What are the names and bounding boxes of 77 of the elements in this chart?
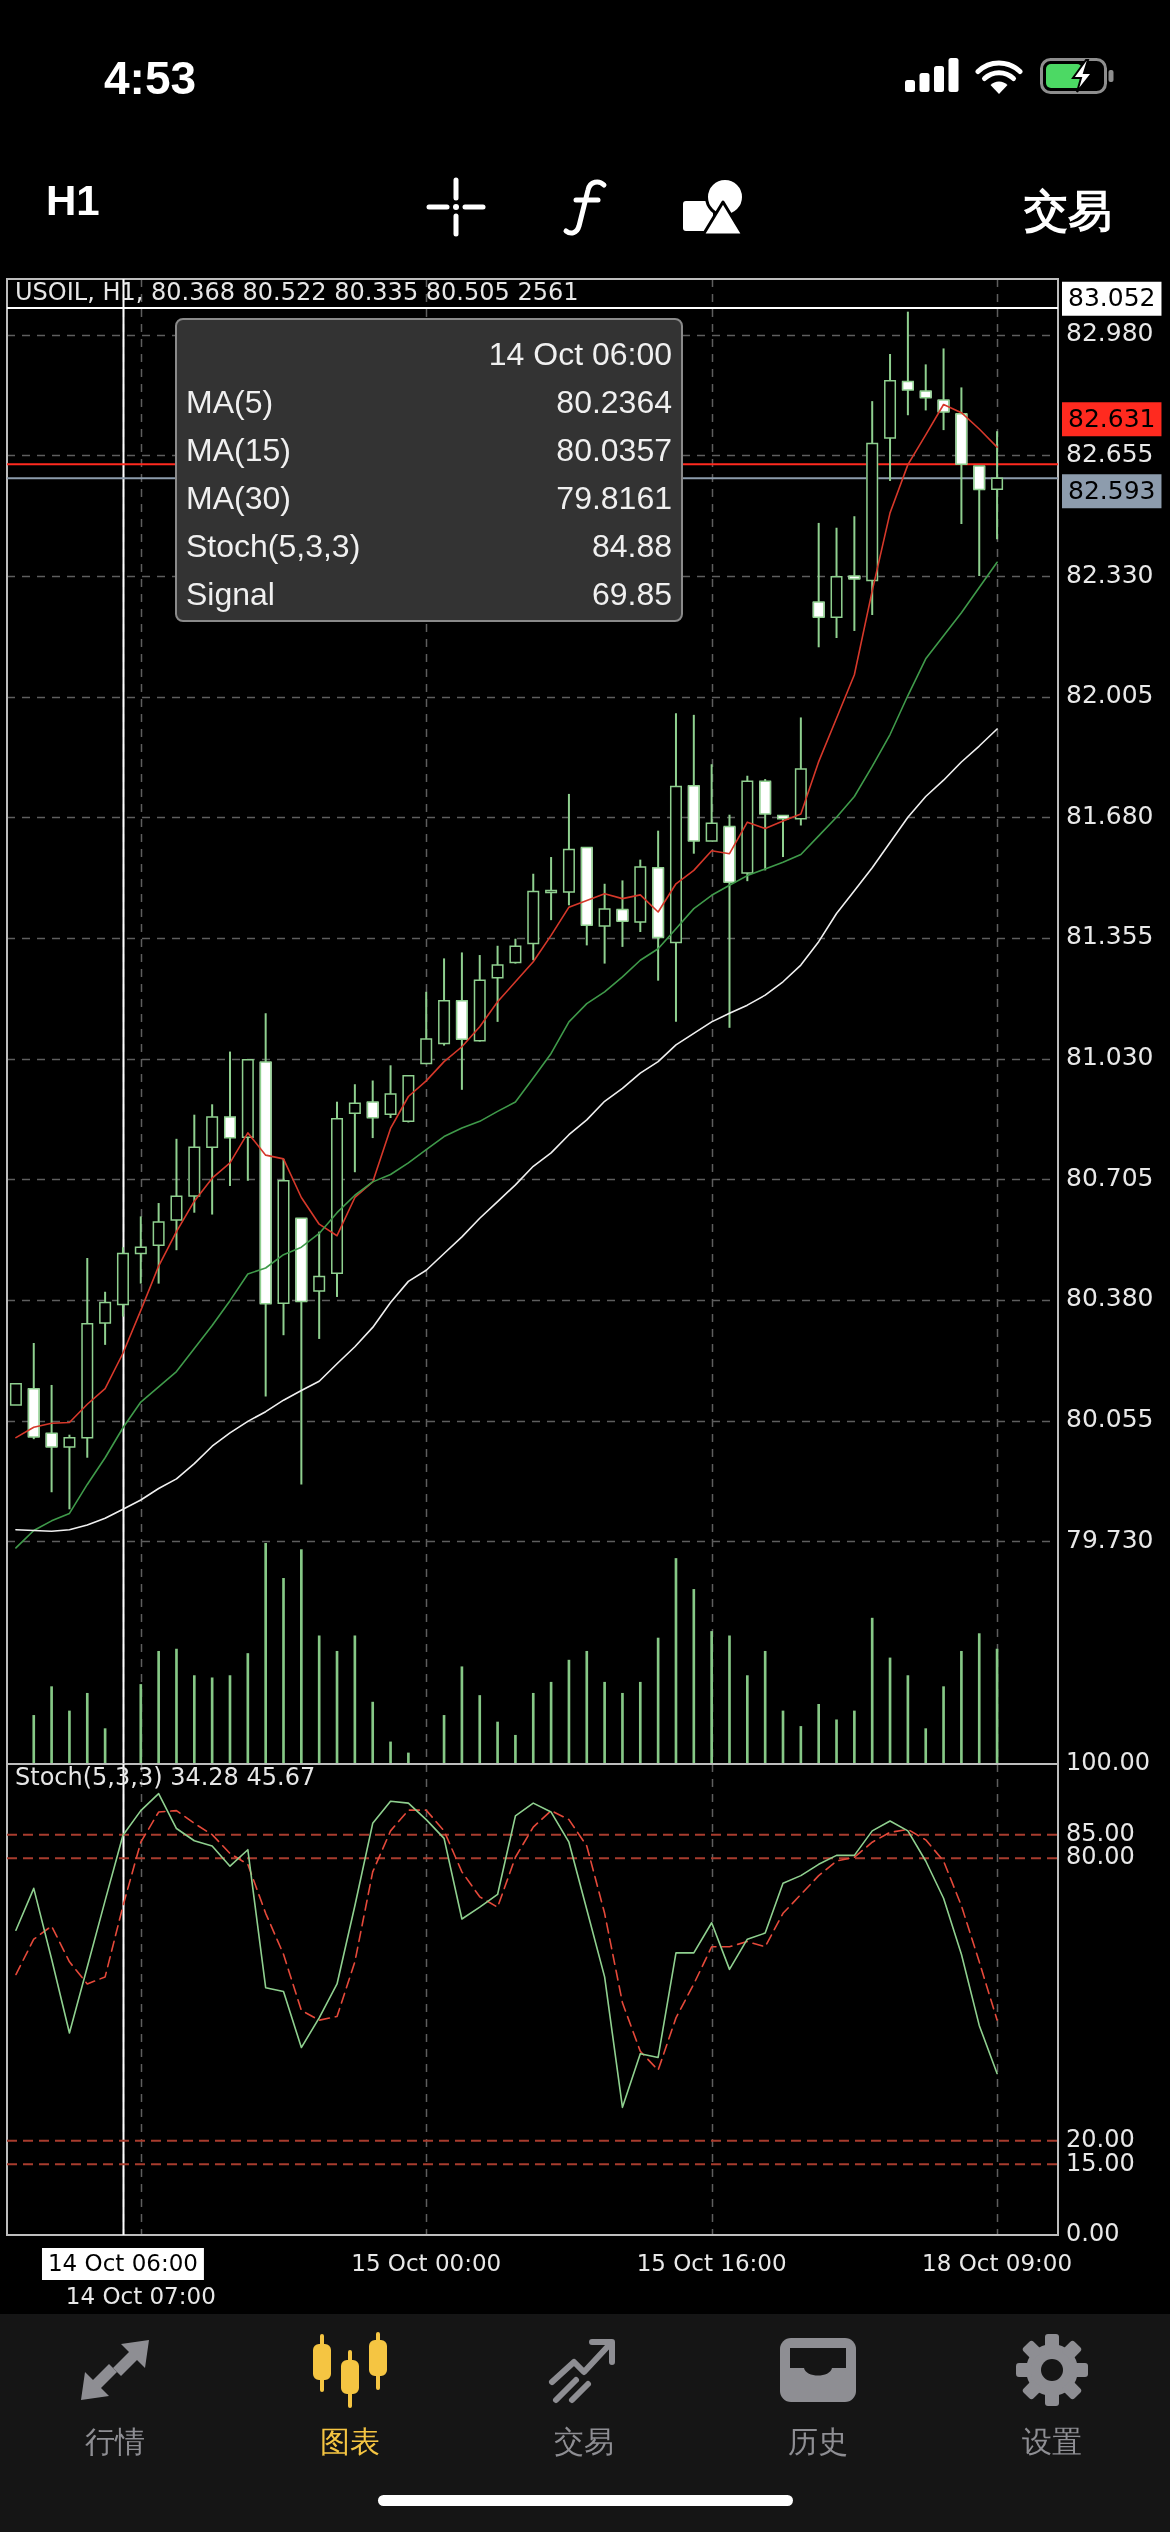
annotation: 14 Oct 06:00 [488,336,672,373]
bar [817,1704,821,1764]
bar [85,1692,89,1764]
bar [942,1686,945,1764]
bar [300,1549,303,1764]
bar [531,1692,535,1764]
bar [282,1578,285,1764]
bar [603,1681,606,1764]
x-tick-label: 14 Oct 06:00 [47,2249,198,2276]
bar [710,1631,713,1764]
line-series [15,1809,998,2071]
bar [389,1741,392,1764]
bar [870,1617,874,1764]
bar [478,1695,482,1764]
bar [264,1543,267,1764]
y-tick-label: 81.030 [1066,1042,1154,1072]
annotation: 84.88 [591,528,672,565]
bar [68,1710,71,1764]
y-tick-label: 82.005 [1066,680,1154,710]
bar [175,1648,178,1764]
bar [621,1692,624,1764]
text: 交易 [1024,184,1112,238]
bar [692,1589,696,1764]
annotation: MA(30) [186,480,291,517]
bar [853,1710,856,1764]
text: 设置 [1022,2423,1082,2461]
bar [763,1650,767,1764]
bar [407,1752,410,1764]
bar [514,1734,517,1764]
annotation: 80.2364 [556,384,672,421]
annotation: MA(15) [186,432,291,469]
y-tick-label: 80.380 [1066,1283,1154,1313]
bar [835,1719,838,1764]
ref-line-label: 82.593 [1068,475,1156,505]
ref-line-label: 82.631 [1068,403,1156,433]
annotation: 80.0357 [556,432,672,469]
y-tick-label: 100.00 [1066,1748,1150,1777]
bar [192,1675,196,1764]
y-tick-label: 80.055 [1066,1404,1154,1434]
annotation: Stoch(5,3,3) [186,528,361,565]
annotation: MA(5) [186,384,274,421]
y-tick-label: 80.705 [1066,1162,1154,1192]
ref-line-label: 83.052 [1068,283,1156,313]
text: 历史 [788,2423,848,2461]
x-tick-label: 14 Oct 07:00 [65,2282,216,2309]
text: 交易 [554,2423,614,2461]
y-tick-label: 81.680 [1066,800,1154,830]
bar [638,1681,642,1764]
bar [371,1701,375,1764]
y-tick-label: 79.730 [1066,1524,1154,1554]
bar [746,1675,749,1764]
text: 行情 [85,2423,145,2461]
annotation: Signal [186,576,275,613]
x-tick-label: 15 Oct 16:00 [636,2249,787,2276]
text: H1 [46,177,100,225]
y-tick-label: 82.330 [1066,559,1154,589]
x-tick-label: 18 Oct 09:00 [922,2249,1073,2276]
y-tick-label: 81.355 [1066,921,1154,951]
bar [960,1650,963,1764]
y-tick-label: 82.655 [1066,438,1154,468]
text: 4:53 [104,51,197,105]
bar [317,1635,321,1764]
x-tick-label: 15 Oct 00:00 [351,2249,502,2276]
annotation: 79.8161 [556,480,672,517]
bar [977,1633,981,1764]
bar [32,1715,36,1764]
text: 图表 [320,2423,380,2461]
bar [157,1650,160,1764]
y-tick-label: 82.980 [1066,318,1154,348]
bar [728,1635,731,1764]
bar [924,1728,928,1764]
bar [496,1721,499,1764]
y-tick-label: 0.00 [1066,2219,1120,2248]
annotation: 69.85 [591,576,672,613]
bar [50,1686,53,1764]
bar [585,1650,589,1764]
bar [139,1684,143,1764]
